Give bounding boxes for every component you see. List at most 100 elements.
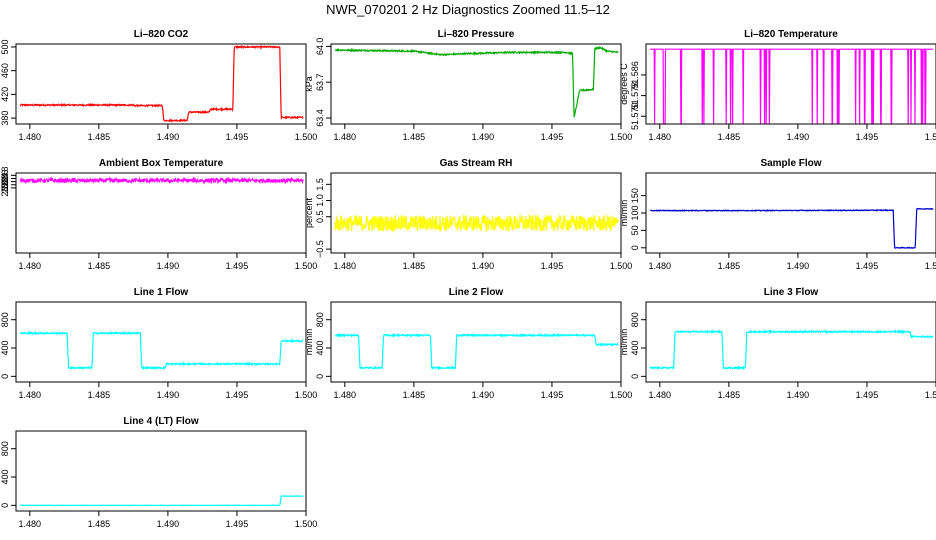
panel-2-ylabel: kPa — [304, 76, 314, 92]
panel-1-title: Li–820 CO2 — [134, 29, 189, 40]
panel-9-xtick-label: 1.500 — [925, 390, 936, 400]
panel-2-series-line — [335, 45, 619, 118]
panel-8-ytick-label: 800 — [315, 312, 325, 327]
panel-1-ytick-label: 500 — [0, 39, 10, 54]
panel-5-ylabel: percent — [304, 197, 314, 228]
panel-7-ytick-label: 0 — [0, 374, 10, 379]
panel-2-frame — [330, 43, 622, 125]
panel-7-series-line — [19, 330, 304, 371]
panel-8-xtick-label: 1.485 — [403, 390, 426, 400]
panel-5-series-line — [334, 213, 619, 234]
panel-10-series-line — [19, 495, 304, 507]
panel-2-ytick-label: 64.0 — [315, 38, 325, 56]
panel-9-frame — [645, 301, 936, 383]
panel-3-frame — [645, 43, 936, 125]
panel-9-xtick-label: 1.495 — [856, 390, 879, 400]
panel-3-ytick-label: 51.586 — [630, 61, 640, 89]
panel-3-ytick-label: 51.578 — [630, 82, 640, 110]
panel-2-xtick-label: 1.495 — [541, 132, 564, 142]
panel-8-title: Line 2 Flow — [449, 287, 504, 298]
panel-10-ytick-label: 800 — [0, 441, 10, 456]
panel-5-xtick-label: 1.490 — [472, 261, 495, 271]
panel-5-frame — [330, 172, 622, 254]
panel-8-xtick-label: 1.500 — [610, 390, 633, 400]
panel-1-frame — [15, 43, 307, 125]
panel-4-title: Ambient Box Temperature — [99, 158, 224, 169]
panel-1-xtick-label: 1.480 — [19, 132, 42, 142]
panel-6-xtick-label: 1.480 — [649, 261, 672, 271]
panel-3-series-line — [650, 48, 934, 125]
panel-5-xtick-label: 1.480 — [334, 261, 357, 271]
panel-4-ytick-label: 28.6 — [0, 170, 10, 188]
panel-10-xtick-label: 1.490 — [157, 519, 180, 529]
panel-9-title: Line 3 Flow — [764, 287, 819, 298]
panel-6-series-line — [649, 207, 934, 249]
panel-7-xtick-label: 1.490 — [157, 390, 180, 400]
panel-4-ytick-label: 28.0 — [0, 179, 10, 197]
panel-10-ytick-label: 400 — [0, 470, 10, 485]
panel-9-xtick-label: 1.485 — [718, 390, 741, 400]
panel-2-ytick-label: 63.7 — [315, 73, 325, 91]
panel-10-title: Line 4 (LT) Flow — [123, 416, 199, 427]
panel-3-xtick-label: 1.485 — [718, 132, 741, 142]
panel-2-xtick-label: 1.490 — [472, 132, 495, 142]
panel-8-xtick-label: 1.480 — [334, 390, 357, 400]
panel-4-xtick-label: 1.480 — [19, 261, 42, 271]
panel-9-ytick-label: 0 — [630, 374, 640, 379]
panel-4-frame — [15, 172, 307, 254]
panel-1-xtick-label: 1.500 — [295, 132, 318, 142]
panel-2-xtick-label: 1.500 — [610, 132, 633, 142]
panel-10-xtick-label: 1.485 — [88, 519, 111, 529]
panel-10-ytick-label: 0 — [0, 503, 10, 508]
panel-4-ytick-label: 28.4 — [0, 173, 10, 191]
panel-2-xtick-label: 1.485 — [403, 132, 426, 142]
panel-9-series-line — [649, 329, 934, 371]
panel-7-title: Line 1 Flow — [134, 287, 189, 298]
panel-5-ytick-label: 1.5 — [315, 178, 325, 191]
panel-9-ytick-label: 400 — [630, 341, 640, 356]
panel-2-ytick-label: 63.4 — [315, 109, 325, 127]
panel-10-xtick-label: 1.480 — [19, 519, 42, 529]
panel-1-ytick-label: 380 — [0, 111, 10, 126]
panel-7-xtick-label: 1.480 — [19, 390, 42, 400]
panel-6-ytick-label: 100 — [630, 205, 640, 220]
panel-4-xtick-label: 1.490 — [157, 261, 180, 271]
panel-6-ylabel: ml/min — [619, 200, 629, 227]
panel-1-ytick-label: 420 — [0, 87, 10, 102]
panel-6-ytick-label: 150 — [630, 188, 640, 203]
panel-3-xtick-label: 1.500 — [925, 132, 936, 142]
panel-3-xtick-label: 1.490 — [787, 132, 810, 142]
panel-5-ytick-label: 1.0 — [315, 194, 325, 207]
panel-8-xtick-label: 1.495 — [541, 390, 564, 400]
panel-5-xtick-label: 1.485 — [403, 261, 426, 271]
panel-10-xtick-label: 1.495 — [226, 519, 249, 529]
panel-6-xtick-label: 1.495 — [856, 261, 879, 271]
panel-1-xtick-label: 1.485 — [88, 132, 111, 142]
panel-10-xtick-label: 1.500 — [295, 519, 318, 529]
panel-3-xtick-label: 1.495 — [856, 132, 879, 142]
panel-9-xtick-label: 1.490 — [787, 390, 810, 400]
panel-1-xtick-label: 1.495 — [226, 132, 249, 142]
panel-6-xtick-label: 1.500 — [925, 261, 936, 271]
panel-3-xtick-label: 1.480 — [649, 132, 672, 142]
panel-7-ytick-label: 800 — [0, 312, 10, 327]
panel-5-ytick-label: −0.5 — [315, 240, 325, 258]
panel-6-xtick-label: 1.490 — [787, 261, 810, 271]
panel-7-frame — [15, 301, 307, 383]
panel-6-frame — [645, 172, 936, 254]
panel-8-ylabel: ml/min — [304, 329, 314, 356]
panel-2-title: Li–820 Pressure — [438, 29, 515, 40]
panel-1-series-line — [19, 44, 304, 123]
panel-7-ytick-label: 400 — [0, 341, 10, 356]
panel-8-frame — [330, 301, 622, 383]
panel-4-ytick-label: 28.8 — [0, 167, 10, 185]
panel-4-xtick-label: 1.500 — [295, 261, 318, 271]
panel-4-xtick-label: 1.485 — [88, 261, 111, 271]
panel-7-xtick-label: 1.485 — [88, 390, 111, 400]
panel-4-xtick-label: 1.495 — [226, 261, 249, 271]
panel-6-ytick-label: 0 — [630, 245, 640, 250]
panel-1-ytick-label: 460 — [0, 63, 10, 78]
panel-5-xtick-label: 1.500 — [610, 261, 633, 271]
